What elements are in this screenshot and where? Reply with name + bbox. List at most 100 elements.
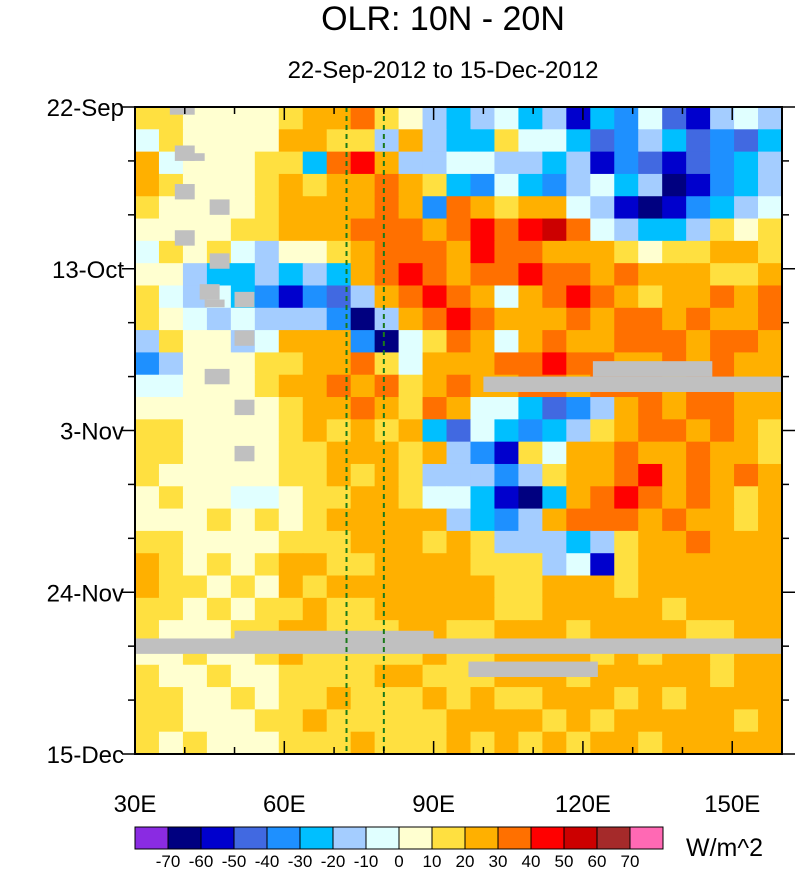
heat-cell [254, 330, 280, 354]
heat-cell [422, 508, 448, 532]
heat-cell [206, 463, 232, 487]
heat-cell [326, 151, 352, 175]
heat-cell [590, 687, 615, 710]
heat-cell [758, 285, 783, 309]
heat-cell [494, 263, 519, 287]
heat-cell [182, 486, 208, 510]
missing-data-patch [169, 107, 195, 115]
heat-cell [230, 486, 256, 510]
heat-cell [278, 530, 304, 554]
heat-cell [135, 285, 160, 309]
heat-cell [158, 687, 184, 710]
heat-cell [135, 687, 160, 710]
heat-cell [686, 330, 711, 354]
heat-cell [542, 687, 567, 710]
missing-data-patch [209, 253, 230, 269]
heat-cell [182, 463, 208, 487]
heat-cell [182, 374, 208, 398]
colorbar-swatch [530, 826, 565, 850]
missing-data-patch [174, 184, 195, 200]
heat-cell [566, 218, 591, 242]
heat-cell [566, 263, 591, 287]
heat-cell [470, 709, 496, 733]
heat-cell [566, 107, 591, 130]
heat-cell [422, 263, 448, 287]
heat-cell [135, 597, 160, 621]
heat-cell [302, 441, 328, 465]
heat-cell [638, 664, 663, 688]
heat-cell [494, 687, 519, 710]
heat-cell [278, 352, 304, 376]
heat-cell [326, 687, 352, 710]
heat-cell [422, 218, 448, 242]
heat-cell [278, 397, 304, 420]
heat-cell [350, 463, 376, 487]
heat-cell [326, 173, 352, 197]
heat-cell [206, 664, 232, 688]
missing-data-patch [204, 368, 230, 385]
heat-cell [422, 731, 448, 755]
heat-cell [302, 196, 328, 220]
heat-cell [254, 463, 280, 487]
heat-cell [278, 218, 304, 242]
heat-cell [422, 419, 448, 443]
heat-cell [446, 352, 472, 376]
heat-cell [158, 240, 184, 264]
colorbar-label: 0 [394, 852, 403, 869]
heat-cell [590, 240, 615, 264]
heat-cell [662, 307, 687, 331]
heat-cell [518, 419, 543, 443]
heat-cell [494, 463, 519, 487]
heat-cell [326, 330, 352, 354]
heat-cell [542, 486, 567, 510]
heat-cell [158, 307, 184, 331]
heat-cell [518, 352, 543, 376]
heat-cell [398, 352, 424, 376]
heat-cell [638, 530, 663, 554]
heat-cell [710, 530, 735, 554]
heat-cell [422, 173, 448, 197]
heat-cell [302, 307, 328, 331]
heat-cell [758, 597, 783, 621]
heat-cell [182, 597, 208, 621]
heat-cell [206, 419, 232, 443]
heat-cell [710, 240, 735, 264]
heat-cell [638, 107, 663, 130]
heat-cell [350, 597, 376, 621]
heat-cell [758, 196, 783, 220]
colorbar: -70 -60 -50 -40 -30 -20 -10 0 10 20 30 40 50 60 70 [134, 826, 664, 869]
heat-cell [278, 553, 304, 577]
heat-cell [542, 129, 567, 153]
heat-cell [182, 240, 208, 264]
heat-cell [158, 486, 184, 510]
heat-cell [518, 330, 543, 354]
heat-cell [590, 731, 615, 755]
heat-cell [734, 397, 759, 420]
heat-cell [710, 285, 735, 309]
heat-cell [662, 419, 687, 443]
colorbar-label: -50 [222, 852, 247, 869]
heat-cell [638, 218, 663, 242]
heat-cell [518, 687, 543, 710]
heat-cell [374, 508, 400, 532]
heat-cell [662, 263, 687, 287]
heat-cell [158, 263, 184, 287]
heat-cell [686, 687, 711, 710]
heat-cell [422, 664, 448, 688]
heat-cell [278, 240, 304, 264]
heat-cell [350, 441, 376, 465]
heat-cell [638, 441, 663, 465]
heat-cell [566, 173, 591, 197]
heat-cell [566, 508, 591, 532]
heat-cell [398, 374, 424, 398]
heat-cell [158, 441, 184, 465]
heat-cell [758, 419, 783, 443]
heat-cell [230, 107, 256, 130]
heat-cell [686, 508, 711, 532]
heat-cell [206, 218, 232, 242]
missing-data-patch [234, 630, 434, 647]
heat-cell [494, 597, 519, 621]
heat-cell [542, 218, 567, 242]
heat-cell [734, 285, 759, 309]
heat-cell [518, 441, 543, 465]
